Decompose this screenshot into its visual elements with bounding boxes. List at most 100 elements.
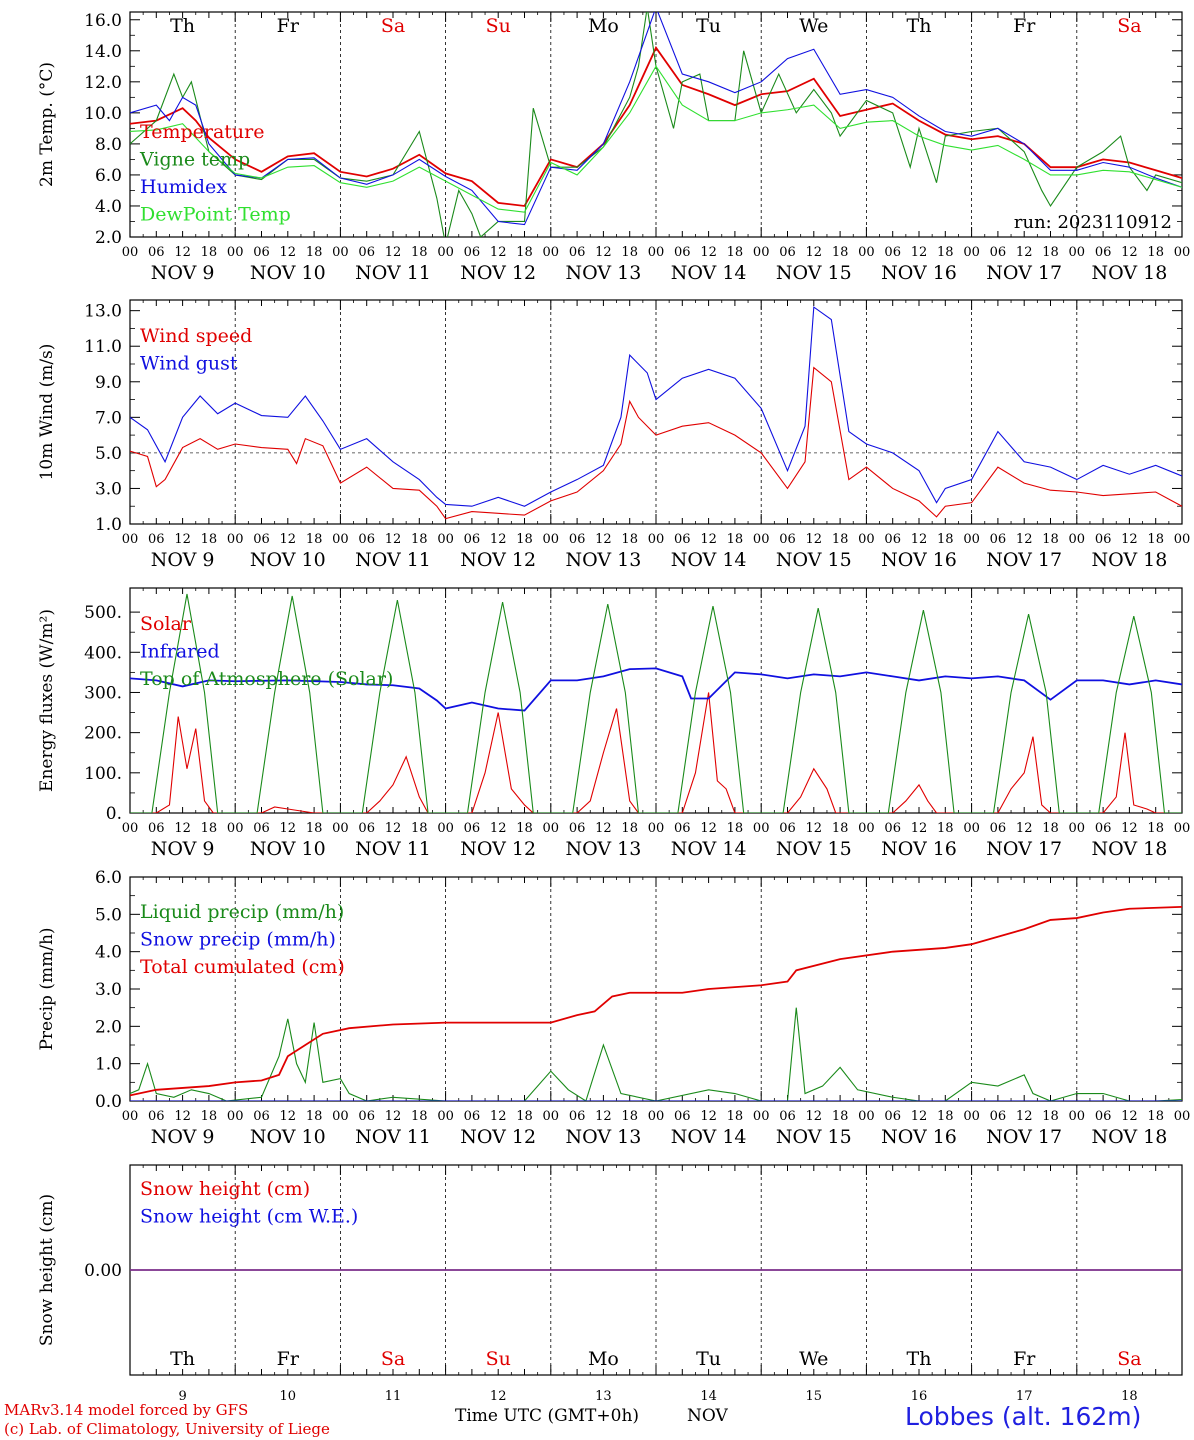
run-label: run: 2023110912 [1014, 212, 1172, 233]
hour-tick-label: 06 [779, 1109, 796, 1124]
hour-tick-label: 18 [832, 1109, 849, 1124]
hour-tick-label: 12 [595, 245, 612, 260]
hour-tick-label: 00 [122, 1109, 139, 1124]
weekday-label: Fr [1013, 1348, 1036, 1370]
day-number-label: 14 [700, 1389, 717, 1404]
hour-tick-label: 12 [1121, 245, 1138, 260]
hour-tick-label: 06 [358, 821, 375, 836]
hour-tick-label: 06 [1095, 532, 1112, 547]
series-line-temperature [130, 45, 1182, 207]
hour-tick-label: 06 [464, 1109, 481, 1124]
legend-entry: Liquid precip (mm/h) [140, 901, 344, 923]
hour-tick-label: 06 [884, 532, 901, 547]
hour-tick-label: 18 [727, 532, 744, 547]
hour-tick-label: 18 [1147, 821, 1164, 836]
weekday-label: Fr [1013, 15, 1036, 37]
legend-entry: Total cumulated (cm) [140, 956, 345, 978]
hour-tick-label: 18 [201, 821, 218, 836]
y-tick-label: 100. [84, 764, 122, 784]
hour-tick-label: 06 [253, 245, 270, 260]
hour-tick-label: 00 [227, 245, 244, 260]
weekday-label: Sa [381, 15, 405, 37]
y-tick-label: 400. [84, 643, 122, 663]
date-label: NOV 14 [671, 549, 747, 571]
hour-tick-label: 06 [779, 532, 796, 547]
hour-tick-label: 18 [621, 532, 638, 547]
y-axis-label: 10m Wind (m/s) [37, 344, 57, 481]
date-label: NOV 9 [151, 549, 215, 571]
hour-tick-label: 06 [884, 1109, 901, 1124]
date-label: NOV 15 [776, 262, 852, 284]
credit-line-2: (c) Lab. of Climatology, University of L… [4, 1420, 330, 1438]
hour-tick-label: 18 [516, 245, 533, 260]
hour-tick-label: 00 [753, 245, 770, 260]
hour-tick-label: 06 [569, 1109, 586, 1124]
y-tick-label: 4.0 [95, 197, 122, 217]
hour-tick-label: 18 [306, 532, 323, 547]
hour-tick-label: 00 [963, 532, 980, 547]
y-tick-label: 11.0 [84, 337, 122, 357]
date-label: NOV 14 [671, 838, 747, 860]
weekday-label: We [799, 1348, 828, 1370]
panel-3: 0. 100. 200. 300. 400. 500. Energy fluxes (W/m… [37, 587, 1191, 860]
hour-tick-label: 00 [437, 821, 454, 836]
date-label: NOV 11 [355, 838, 431, 860]
hour-tick-label: 12 [385, 532, 402, 547]
date-label: NOV 18 [1091, 1126, 1167, 1148]
date-label: NOV 17 [986, 262, 1062, 284]
hour-tick-label: 18 [1147, 245, 1164, 260]
hour-tick-label: 00 [648, 245, 665, 260]
series-line-wind-speed [130, 366, 1182, 520]
hour-tick-label: 12 [911, 821, 928, 836]
legend-entry: Top of Atmosphere (Solar) [140, 668, 393, 690]
y-tick-label: 0. [106, 804, 122, 824]
hour-tick-label: 06 [253, 821, 270, 836]
y-tick-label: 8.0 [95, 135, 122, 155]
date-label: NOV 10 [250, 549, 326, 571]
hour-tick-label: 06 [990, 1109, 1007, 1124]
date-label: NOV 12 [460, 262, 536, 284]
y-tick-label: 0.0 [95, 1092, 122, 1112]
hour-tick-label: 18 [832, 245, 849, 260]
hour-tick-label: 00 [1069, 1109, 1086, 1124]
hour-tick-label: 06 [674, 821, 691, 836]
weekday-label: Tu [696, 15, 721, 37]
hour-tick-label: 18 [727, 821, 744, 836]
hour-tick-label: 06 [253, 532, 270, 547]
hour-tick-label: 00 [332, 532, 349, 547]
hour-tick-label: 12 [280, 245, 297, 260]
hour-tick-label: 00 [1174, 821, 1191, 836]
hour-tick-label: 12 [174, 821, 191, 836]
hour-tick-label: 06 [148, 532, 165, 547]
x-axis-title: Time UTC (GMT+0h) [455, 1406, 640, 1426]
hour-tick-label: 06 [569, 821, 586, 836]
hour-tick-label: 00 [753, 821, 770, 836]
hour-tick-label: 12 [911, 1109, 928, 1124]
legend-entry: Temperature [140, 121, 264, 143]
hour-tick-label: 00 [227, 821, 244, 836]
date-label: NOV 13 [565, 838, 641, 860]
hour-tick-label: 00 [1069, 821, 1086, 836]
date-label: NOV 11 [355, 262, 431, 284]
hour-tick-label: 00 [963, 245, 980, 260]
hour-tick-label: 12 [700, 245, 717, 260]
y-tick-label: 1.0 [95, 515, 122, 535]
hour-tick-label: 12 [385, 245, 402, 260]
y-tick-label: 7.0 [95, 408, 122, 428]
hour-tick-label: 18 [1042, 821, 1059, 836]
legend-entry: Wind gust [140, 353, 238, 375]
hour-tick-label: 18 [306, 821, 323, 836]
series-line-humidex [130, 12, 1182, 226]
date-label: NOV 18 [1091, 549, 1167, 571]
hour-tick-label: 12 [1016, 532, 1033, 547]
series-group [130, 905, 1182, 1101]
day-number-label: 13 [595, 1389, 612, 1404]
day-number-label: 15 [806, 1389, 823, 1404]
y-axis-label: 2m Temp. (°C) [37, 62, 57, 187]
y-tick-label: 5.0 [95, 444, 122, 464]
date-label: NOV 16 [881, 1126, 957, 1148]
y-tick-label: 3.0 [95, 479, 122, 499]
series-line-wind-gust [130, 306, 1182, 507]
hour-tick-label: 00 [858, 245, 875, 260]
